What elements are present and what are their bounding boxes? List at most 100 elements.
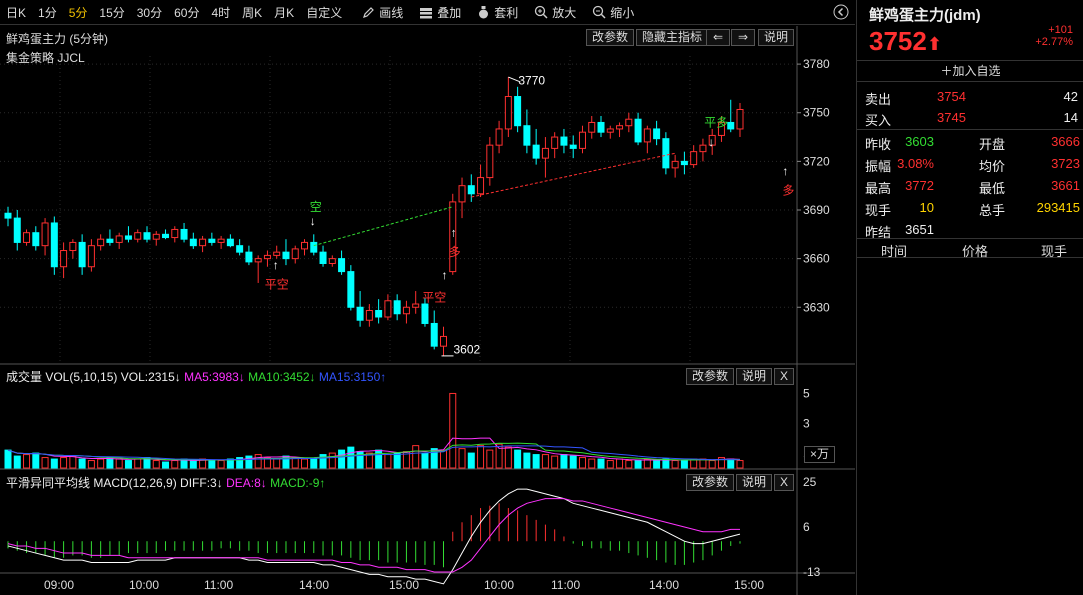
period-day[interactable]: 日K	[6, 5, 27, 20]
candle-body	[541, 147, 549, 159]
signal-duo: 多	[449, 245, 461, 259]
stat-label: 昨结	[865, 225, 892, 240]
add-watchlist-button[interactable]: ＋加入自选	[857, 60, 1083, 82]
vol-params-button[interactable]: 改参数	[686, 368, 735, 385]
volume-bar	[458, 448, 466, 469]
candle-body	[375, 310, 383, 318]
main-help-button[interactable]: 说明	[758, 29, 795, 46]
signal-arrow: ↓	[310, 214, 316, 228]
volume-bar	[217, 460, 225, 469]
volume-bar	[616, 458, 624, 469]
volume-bar	[439, 449, 447, 469]
zoom-out-button[interactable]: 缩小	[592, 4, 634, 21]
candle-body	[430, 322, 438, 347]
next-button[interactable]: ⇒	[731, 29, 755, 46]
period-4h[interactable]: 4时	[211, 5, 231, 20]
signal-pingkong: 平空	[422, 291, 446, 305]
macd-params-button[interactable]: 改参数	[686, 474, 735, 491]
signal-duo: 多	[782, 184, 794, 198]
stats-row: 振幅 3.08% 均价 3723	[857, 153, 1083, 175]
volume-bar	[69, 455, 77, 469]
candle-body	[421, 303, 429, 324]
volume-bar	[50, 458, 58, 469]
volume-bar	[412, 445, 420, 469]
candle-body	[616, 125, 624, 130]
volume-bar	[560, 454, 568, 469]
volume-bar	[208, 460, 216, 469]
volume-bar	[523, 452, 531, 469]
y-tick-label: 25	[803, 475, 817, 489]
y-tick-label: 3690	[803, 203, 830, 217]
volume-bar	[328, 452, 336, 469]
candle-body	[551, 136, 559, 149]
arbitrage-button[interactable]: 套利	[477, 4, 518, 21]
volume-bar	[634, 460, 642, 469]
period-30min[interactable]: 30分	[136, 5, 163, 20]
stat-label: 现手	[865, 203, 892, 218]
period-5min[interactable]: 5分	[68, 5, 88, 20]
stat-value: 293415	[1036, 200, 1080, 215]
volume-bar	[597, 458, 605, 469]
volume-bar	[245, 455, 253, 469]
macd-close-button[interactable]: X	[774, 474, 795, 491]
candle-body	[708, 134, 716, 146]
volume-bar	[254, 454, 262, 469]
x-tick-label: 10:00	[484, 578, 514, 592]
overlay-button[interactable]: 叠加	[419, 4, 461, 21]
macd-title: 平滑异同平均线 MACD(12,26,9)	[6, 476, 177, 490]
candle-body	[514, 96, 522, 127]
candle-body	[189, 238, 197, 247]
stat-value: 3651	[905, 222, 934, 237]
period-15min[interactable]: 15分	[99, 5, 125, 20]
volume-bar	[375, 449, 383, 469]
vol-value: VOL:2315↓	[120, 370, 181, 384]
y-tick-label: 3720	[803, 154, 830, 168]
last-price: 3752⬆	[869, 26, 942, 56]
y-tick-label: 3780	[803, 57, 830, 71]
period-custom[interactable]: 自定义	[306, 5, 343, 20]
volume-bar	[4, 449, 12, 469]
stat-value: 3723	[1051, 156, 1080, 171]
candle-body	[226, 238, 234, 247]
change-percent: +2.77%	[1035, 36, 1073, 48]
period-toolbar: 日K 1分 5分 15分 30分 60分 4时 周K 月K 自定义 画线 叠加 …	[0, 0, 855, 25]
macd-help-button[interactable]: 说明	[736, 474, 773, 491]
zoom-in-button[interactable]: 放大	[534, 4, 576, 21]
prev-button[interactable]: ⇐	[706, 29, 730, 46]
volume-bar	[301, 458, 309, 469]
vol-unit-label: ×万	[804, 446, 836, 463]
volume-bar	[60, 457, 68, 469]
period-1min[interactable]: 1分	[38, 5, 57, 20]
volume-bar	[13, 455, 21, 469]
volume-bar	[338, 449, 346, 469]
candle-body	[625, 118, 633, 127]
main-params-button[interactable]: 改参数	[586, 29, 635, 46]
candle-body	[78, 241, 86, 268]
hide-main-indicator-button[interactable]: 隐藏主指标	[636, 29, 709, 46]
candle-body	[291, 248, 299, 260]
candle-body	[680, 160, 688, 166]
candle-body	[273, 251, 281, 256]
vol-ma5-line	[7, 437, 741, 462]
stat-label: 总手	[979, 203, 1006, 218]
vol-close-button[interactable]: X	[774, 368, 795, 385]
volume-bar	[124, 460, 132, 469]
period-60min[interactable]: 60分	[174, 5, 200, 20]
stat-value: 3.08%	[897, 156, 934, 171]
vol-help-button[interactable]: 说明	[736, 368, 773, 385]
period-month[interactable]: 月K	[274, 5, 295, 20]
volume-bar	[514, 449, 522, 469]
candle-body	[597, 121, 605, 133]
y-tick-label: -13	[803, 565, 821, 579]
volume-bar	[495, 443, 503, 469]
candle-body	[23, 232, 31, 243]
stat-value: 10	[919, 200, 934, 215]
signal-line	[313, 206, 453, 247]
period-week[interactable]: 周K	[242, 5, 263, 20]
draw-line-button[interactable]: 画线	[362, 4, 403, 21]
candle-body	[152, 233, 160, 240]
collapse-button[interactable]	[833, 4, 849, 23]
macd-dea-line	[7, 498, 740, 573]
candle-body	[449, 201, 457, 273]
chart-canvas[interactable]: 378037503720369036603630531256-1309:0010…	[0, 26, 855, 595]
